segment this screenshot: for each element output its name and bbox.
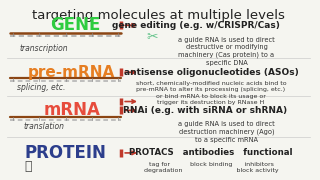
- Text: transcription: transcription: [20, 44, 68, 53]
- Text: tag for          block binding      inhibitors
degradation                      : tag for block binding inhibitors degrada…: [144, 162, 278, 173]
- Text: PROTEIN: PROTEIN: [25, 144, 107, 162]
- Text: splicing, etc.: splicing, etc.: [17, 83, 65, 92]
- Text: RNAi (e.g. with siRNA or shRNA): RNAi (e.g. with siRNA or shRNA): [123, 106, 287, 115]
- Text: 🧪: 🧪: [25, 160, 32, 173]
- Text: a guide RNA is used to direct
destructive or modifying
machinery (Cas protein) t: a guide RNA is used to direct destructiv…: [178, 37, 275, 66]
- Text: short, chemically-modified nucleic acids bind to
pre-mRNA to alter its processin: short, chemically-modified nucleic acids…: [136, 81, 286, 105]
- Text: gene editing (e.g. w/CRISPR/Cas): gene editing (e.g. w/CRISPR/Cas): [112, 21, 279, 30]
- Text: pre-mRNA: pre-mRNA: [28, 65, 116, 80]
- Text: a guide RNA is used to direct
destruction machinery (Ago)
to a specific mRNA: a guide RNA is used to direct destructio…: [178, 121, 275, 143]
- Text: ✂: ✂: [147, 30, 158, 44]
- Text: antisense oligonucleotides (ASOs): antisense oligonucleotides (ASOs): [124, 68, 298, 77]
- Text: targeting molecules at multiple levels: targeting molecules at multiple levels: [32, 9, 285, 22]
- Text: GENE: GENE: [50, 16, 100, 34]
- Text: mRNA: mRNA: [44, 101, 100, 119]
- Text: PROTACS   antibodies   functional: PROTACS antibodies functional: [129, 148, 293, 158]
- Text: translation: translation: [24, 122, 65, 131]
